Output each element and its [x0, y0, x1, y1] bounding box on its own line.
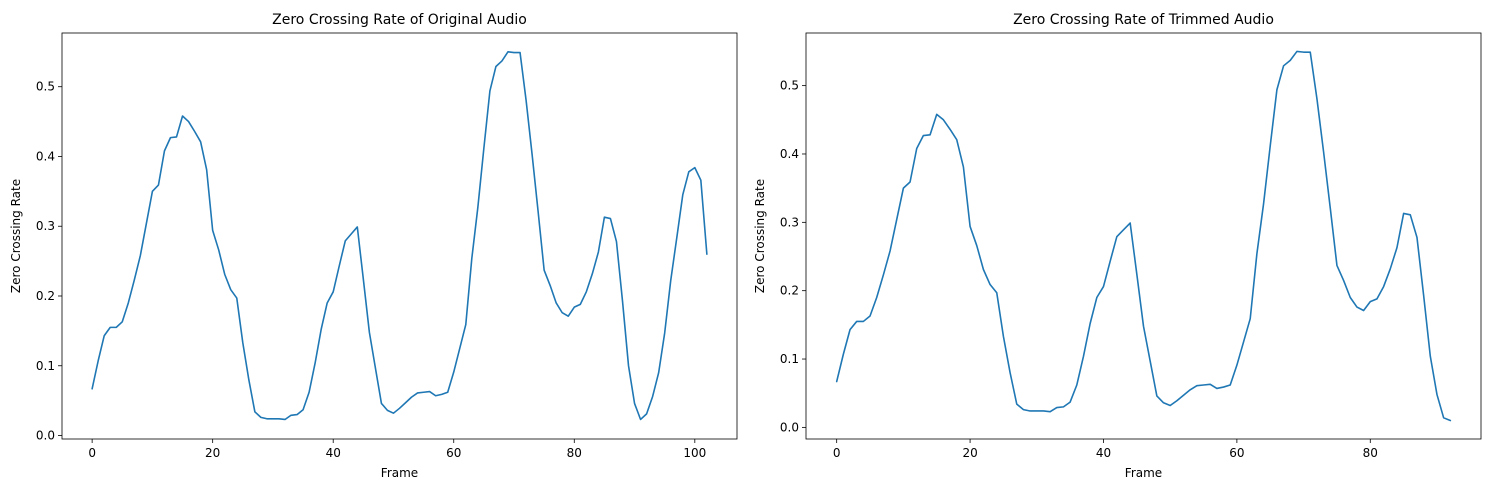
x-tick-label: 80 [567, 446, 582, 460]
x-tick-label: 0 [88, 446, 96, 460]
x-tick-label: 60 [1229, 446, 1244, 460]
x-tick-label: 60 [446, 446, 461, 460]
x-tick: 100 [683, 439, 706, 460]
y-tick-label: 0.5 [36, 80, 55, 94]
x-axis-label: Frame [381, 466, 418, 480]
x-tick-label: 40 [1096, 446, 1111, 460]
y-tick-label: 0.4 [36, 149, 55, 163]
y-tick: 0.1 [36, 359, 62, 373]
x-tick: 0 [88, 439, 96, 460]
y-tick-label: 0.0 [780, 420, 799, 434]
y-tick: 0.0 [780, 420, 806, 434]
y-ticks: 0.0 0.1 0.2 0.3 0.4 0.5 [36, 80, 62, 443]
y-tick: 0.0 [36, 429, 62, 443]
series-line [835, 50, 1452, 422]
y-ticks: 0.0 0.1 0.2 0.3 0.4 0.5 [780, 79, 806, 434]
x-tick-label: 80 [1363, 446, 1378, 460]
y-tick-label: 0.2 [36, 289, 55, 303]
y-tick-label: 0.4 [780, 147, 799, 161]
x-tick: 20 [205, 439, 220, 460]
y-axis-label: Zero Crossing Rate [753, 179, 767, 293]
y-tick-label: 0.3 [36, 219, 55, 233]
x-tick: 20 [962, 439, 978, 460]
y-tick: 0.3 [780, 215, 806, 229]
x-tick-label: 0 [833, 446, 841, 460]
x-axis-label: Frame [1125, 466, 1162, 480]
y-axis-label: Zero Crossing Rate [9, 179, 23, 293]
chart-title: Zero Crossing Rate of Trimmed Audio [1013, 12, 1274, 28]
chart-trimmed-audio: Zero Crossing Rate of Trimmed Audio Fram… [753, 12, 1482, 480]
y-tick-label: 0.1 [36, 359, 55, 373]
x-tick: 0 [833, 439, 841, 460]
y-tick: 0.4 [780, 147, 806, 161]
chart-title: Zero Crossing Rate of Original Audio [272, 12, 527, 28]
y-tick-label: 0.1 [780, 352, 799, 366]
x-ticks: 0 20 40 60 80 100 [88, 439, 706, 460]
y-tick: 0.2 [780, 284, 806, 298]
plot-area-frame [805, 32, 1482, 440]
x-tick-label: 100 [683, 446, 706, 460]
x-tick: 40 [1096, 439, 1111, 460]
x-tick: 40 [326, 439, 341, 460]
x-ticks: 0 20 40 60 80 [833, 439, 1378, 460]
x-tick-label: 40 [326, 446, 341, 460]
x-tick: 80 [1363, 439, 1378, 460]
x-tick: 60 [446, 439, 461, 460]
y-tick-label: 0.5 [780, 79, 799, 93]
y-tick: 0.4 [36, 149, 62, 163]
x-tick: 80 [567, 439, 582, 460]
y-tick: 0.2 [36, 289, 62, 303]
y-tick: 0.1 [780, 352, 806, 366]
y-tick: 0.3 [36, 219, 62, 233]
y-tick-label: 0.0 [36, 429, 55, 443]
x-tick-label: 20 [205, 446, 220, 460]
y-tick: 0.5 [780, 79, 806, 93]
series-line [91, 51, 708, 421]
y-tick-label: 0.3 [780, 215, 799, 229]
chart-original-audio: Zero Crossing Rate of Original Audio Fra… [9, 12, 738, 480]
y-tick: 0.5 [36, 80, 62, 94]
x-tick: 60 [1229, 439, 1245, 460]
plot-area-frame [61, 32, 738, 440]
x-tick-label: 20 [962, 446, 977, 460]
y-tick-label: 0.2 [780, 284, 799, 298]
